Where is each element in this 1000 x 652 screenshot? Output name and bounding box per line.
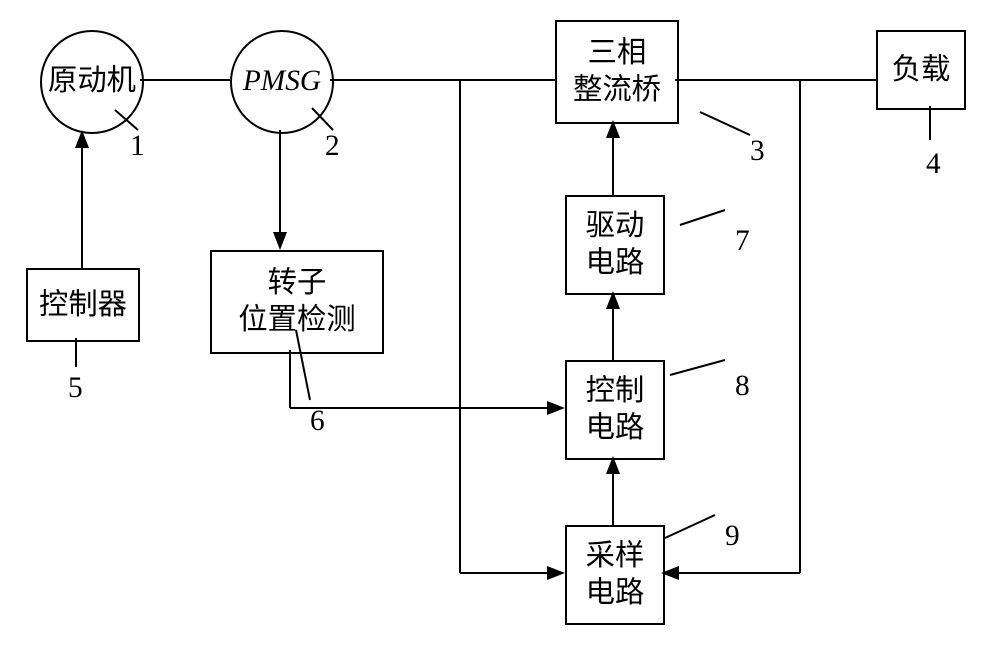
rectifier: 三相 整流桥	[555, 20, 679, 124]
ref-label-7: 7	[735, 225, 750, 258]
ref-label-2: 2	[325, 130, 340, 163]
rotor_detect-label: 转子 位置检测	[238, 265, 355, 338]
sample_circuit: 采样 电路	[565, 525, 665, 625]
load: 负载	[876, 30, 966, 110]
ref-label-9: 9	[725, 520, 740, 553]
controller-label: 控制器	[39, 287, 127, 324]
rectifier-label: 三相 整流桥	[573, 35, 661, 108]
drive_circuit-label: 驱动 电路	[586, 208, 645, 281]
ctrl_circuit: 控制 电路	[565, 360, 665, 460]
ref-label-1: 1	[130, 130, 145, 163]
ref-tick-9	[665, 515, 715, 538]
pmsg: PMSG	[230, 30, 334, 134]
ref-tick-3	[700, 112, 750, 135]
ctrl_circuit-label: 控制 电路	[586, 373, 645, 446]
ref-tick-8	[670, 360, 725, 375]
ref-label-5: 5	[68, 372, 83, 405]
ref-label-3: 3	[750, 135, 765, 168]
controller: 控制器	[26, 268, 140, 342]
pmsg-label: PMSG	[243, 64, 321, 99]
prime_mover-label: 原动机	[48, 64, 136, 99]
sample_circuit-label: 采样 电路	[586, 538, 645, 611]
ref-label-6: 6	[310, 405, 325, 438]
load-label: 负载	[892, 52, 951, 89]
ref-tick-7	[680, 210, 725, 225]
ref-label-8: 8	[735, 370, 750, 403]
rotor_detect: 转子 位置检测	[210, 250, 384, 354]
drive_circuit: 驱动 电路	[565, 195, 665, 295]
prime_mover: 原动机	[40, 30, 144, 134]
wiring-layer	[0, 0, 1000, 652]
ref-label-4: 4	[926, 148, 941, 181]
